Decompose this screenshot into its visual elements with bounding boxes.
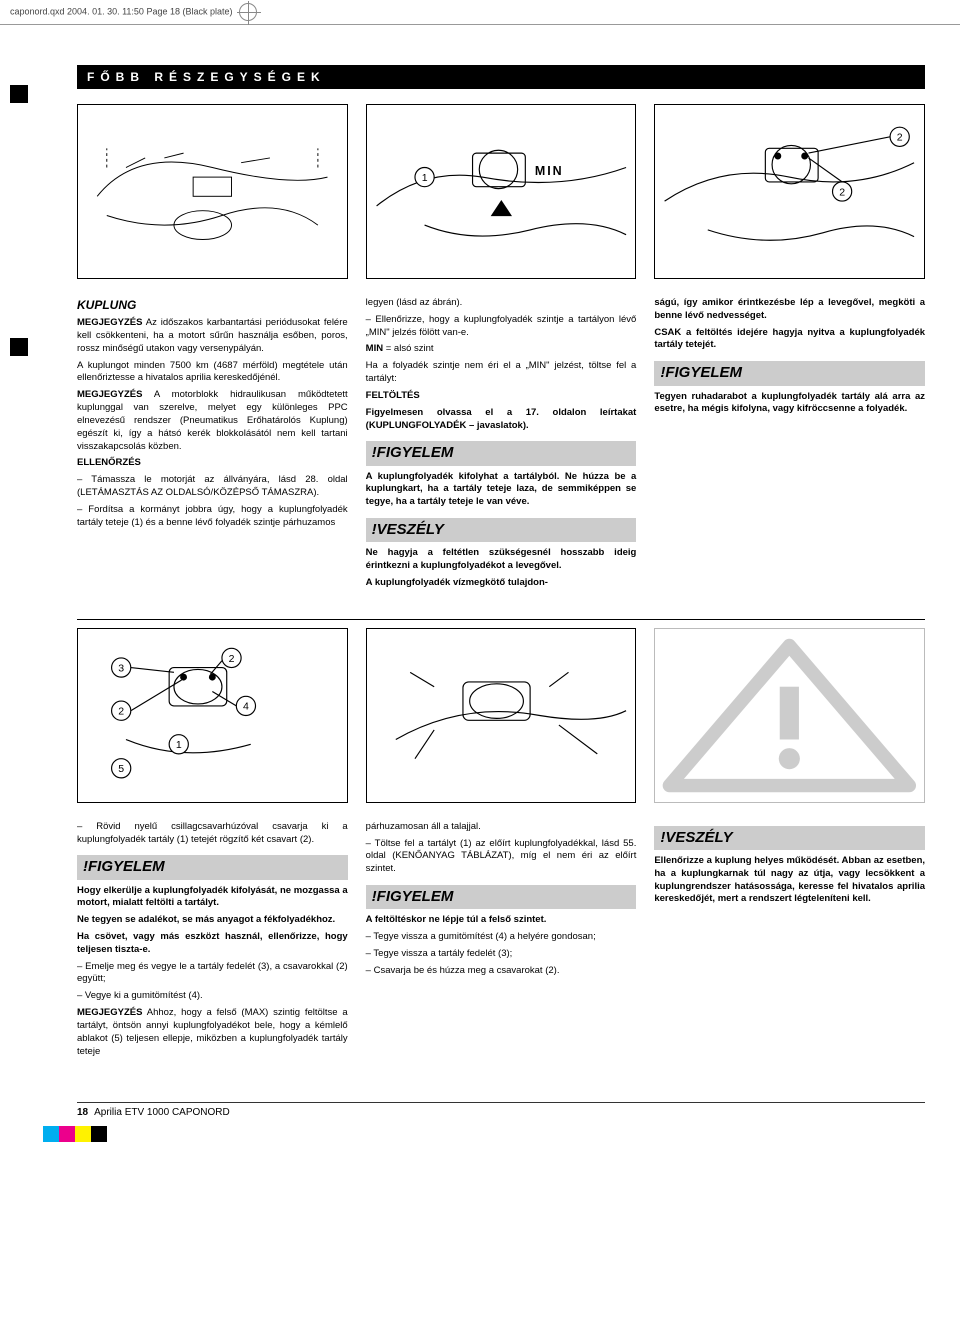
svg-text:2: 2: [897, 132, 903, 144]
crop-text: caponord.qxd 2004. 01. 30. 11:50 Page 18…: [10, 6, 233, 16]
l3-p1: Ellenőrizze a kuplung helyes működését. …: [654, 855, 925, 906]
lower-col-2: párhuzamosan áll a talajjal. – Töltse fe…: [366, 821, 637, 1063]
l1-p6: – Vegye ki a gumitömítést (4).: [77, 990, 348, 1003]
u1-p3a: MEGJEGYZÉS: [77, 389, 142, 400]
svg-text:5: 5: [118, 763, 124, 775]
lower-col-3: !VESZÉLY Ellenőrizze a kuplung helyes mű…: [654, 821, 925, 1063]
lower-col-1: – Rövid nyelű csillagcsavarhúzóval csava…: [77, 821, 348, 1063]
u2-p3a: MIN: [366, 343, 383, 354]
figure-4: 3 2 2 4 1 5: [77, 628, 348, 803]
figure-row-top: 1 MIN 2 2: [77, 104, 925, 279]
page-number: 18: [77, 1107, 88, 1118]
footer-model: Aprilia ETV 1000 CAPONORD: [94, 1107, 230, 1118]
alert-figyelem-1: !FIGYELEM: [366, 441, 637, 465]
l1-p7: MEGJEGYZÉS Ahhoz, hogy a felső (MAX) szi…: [77, 1007, 348, 1058]
color-registration-strip: [43, 1126, 925, 1142]
u2-p2: – Ellenőrizze, hogy a kuplungfolyadék sz…: [366, 314, 637, 340]
svg-text:2: 2: [229, 652, 235, 664]
alert-figyelem-2: !FIGYELEM: [654, 361, 925, 385]
figure-2-svg: 1 MIN: [367, 105, 636, 278]
svg-text:MIN: MIN: [535, 164, 564, 178]
u1-p2: A kuplungot minden 7500 km (4687 mérföld…: [77, 360, 348, 386]
svg-text:1: 1: [176, 739, 182, 751]
figure-5-svg: [367, 629, 636, 802]
crop-register-mark: [239, 3, 257, 21]
u1-p4: – Támassza le motorját az állványára, lá…: [77, 474, 348, 500]
u1-p5: – Fordítsa a kormányt jobbra úgy, hogy a…: [77, 504, 348, 530]
figure-row-bottom: 3 2 2 4 1 5: [77, 628, 925, 803]
l1-p7a: MEGJEGYZÉS: [77, 1007, 142, 1018]
u2-p3b: = alsó szint: [383, 343, 433, 354]
l1-p1: – Rövid nyelű csillagcsavarhúzóval csava…: [77, 821, 348, 847]
figure-1-svg: [78, 105, 347, 278]
l2-p2: – Töltse fel a tartályt (1) az előírt ku…: [366, 838, 637, 876]
svg-text:2: 2: [840, 186, 846, 198]
svg-text:1: 1: [421, 172, 427, 184]
l2-p6: – Csavarja be és húzza meg a csavarokat …: [366, 965, 637, 978]
svg-text:3: 3: [118, 662, 124, 674]
figure-4-svg: 3 2 2 4 1 5: [78, 629, 347, 802]
alert-figyelem-4: !FIGYELEM: [366, 885, 637, 909]
side-marker-2: [10, 338, 28, 356]
u3-p2: CSAK a feltöltés idejére hagyja nyitva a…: [654, 327, 925, 353]
u2-p1: legyen (lásd az ábrán).: [366, 297, 637, 310]
swatch-yellow: [75, 1126, 91, 1142]
crop-mark-line: caponord.qxd 2004. 01. 30. 11:50 Page 18…: [0, 0, 960, 25]
l2-p1: párhuzamosan áll a talajjal.: [366, 821, 637, 834]
warning-triangle-icon: [655, 629, 924, 802]
l1-p5: – Emelje meg és vegye le a tartály fedel…: [77, 961, 348, 987]
page-footer: 18 Aprilia ETV 1000 CAPONORD: [77, 1102, 925, 1118]
u1-p1a: MEGJEGYZÉS: [77, 317, 142, 328]
side-marker-1: [10, 85, 28, 103]
upper-col-1: KUPLUNG MEGJEGYZÉS Az időszakos karbanta…: [77, 297, 348, 594]
l2-p3: A feltöltéskor ne lépje túl a felső szin…: [366, 914, 637, 927]
u2-p4: Ha a folyadék szintje nem éri el a „MIN"…: [366, 360, 637, 386]
upper-col-2: legyen (lásd az ábrán). – Ellenőrizze, h…: [366, 297, 637, 594]
alert-veszely-2: !VESZÉLY: [654, 826, 925, 850]
alert-veszely-1: !VESZÉLY: [366, 518, 637, 542]
u1-p3: MEGJEGYZÉS A motorblokk hidraulikusan mű…: [77, 389, 348, 453]
l1-p4: Ha csövet, vagy más eszközt használ, ell…: [77, 931, 348, 957]
figure-1: [77, 104, 348, 279]
svg-text:2: 2: [118, 705, 124, 717]
u2-p5: Figyelmesen olvassa el a 17. oldalon leí…: [366, 407, 637, 433]
swatch-black: [91, 1126, 107, 1142]
figure-6-warning: [654, 628, 925, 803]
u2-p6: A kuplungfolyadék kifolyhat a tartályból…: [366, 471, 637, 509]
u1-p1: MEGJEGYZÉS Az időszakos karbantartási pe…: [77, 317, 348, 355]
u2-p5t: FELTÖLTÉS: [366, 390, 637, 403]
svg-text:4: 4: [243, 700, 249, 712]
u2-p7: Ne hagyja a feltétlen szükségesnél hossz…: [366, 547, 637, 573]
section-header: FŐBB RÉSZEGYSÉGEK: [77, 65, 925, 89]
upper-col-3: ságú, így amikor érintkezésbe lép a leve…: [654, 297, 925, 594]
kuplung-title: KUPLUNG: [77, 297, 348, 313]
u3-p1: ságú, így amikor érintkezésbe lép a leve…: [654, 297, 925, 323]
swatch-magenta: [59, 1126, 75, 1142]
u2-p3: MIN = alsó szint: [366, 343, 637, 356]
l2-p5: – Tegye vissza a tartály fedelét (3);: [366, 948, 637, 961]
figure-2: 1 MIN: [366, 104, 637, 279]
figure-3: 2 2: [654, 104, 925, 279]
lower-columns: – Rövid nyelű csillagcsavarhúzóval csava…: [77, 821, 925, 1063]
upper-columns: KUPLUNG MEGJEGYZÉS Az időszakos karbanta…: [77, 297, 925, 594]
u2-p8: A kuplungfolyadék vízmegkötő tulajdon-: [366, 577, 637, 590]
l1-p3: Ne tegyen se adalékot, se más anyagot a …: [77, 914, 348, 927]
l2-p4: – Tegye vissza a gumitömítést (4) a hely…: [366, 931, 637, 944]
swatch-cyan: [43, 1126, 59, 1142]
figure-3-svg: 2 2: [655, 105, 924, 278]
page-content: FŐBB RÉSZEGYSÉGEK: [0, 25, 960, 1162]
u3-p3: Tegyen ruhadarabot a kuplungfolyadék tar…: [654, 391, 925, 417]
separator-1: [77, 619, 925, 620]
alert-figyelem-3: !FIGYELEM: [77, 855, 348, 879]
u1-p4t: ELLENŐRZÉS: [77, 457, 348, 470]
figure-5: [366, 628, 637, 803]
l1-p2: Hogy elkerülje a kuplungfolyadék kifolyá…: [77, 885, 348, 911]
